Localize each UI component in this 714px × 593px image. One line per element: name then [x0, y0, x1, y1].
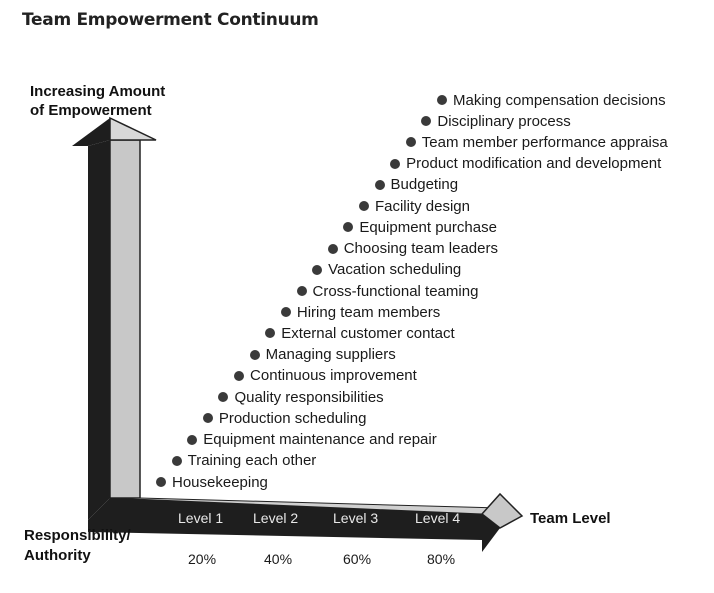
- vertical-arrow-light-face: [109, 139, 141, 499]
- empowerment-item-label: Vacation scheduling: [328, 261, 462, 279]
- bullet-dot-icon: [171, 455, 182, 466]
- level-3-label: Level 3: [333, 510, 379, 526]
- empowerment-item: Equipment maintenance and repair: [187, 430, 437, 450]
- empowerment-item: Hiring team members: [280, 302, 441, 322]
- bullet-dot-icon: [390, 158, 401, 169]
- empowerment-item: Team member performance appraisa: [405, 132, 668, 152]
- empowerment-item-label: Continuous improvement: [250, 367, 417, 385]
- empowerment-item-label: Cross-functional teaming: [312, 282, 479, 300]
- empowerment-item: Quality responsibilities: [218, 387, 384, 407]
- level-1-label: Level 1: [178, 510, 224, 526]
- empowerment-item-label: Hiring team members: [296, 303, 441, 321]
- y-axis-label: Increasing Amount of Empowerment: [30, 82, 165, 120]
- y-axis-label-line1: Increasing Amount: [30, 83, 166, 100]
- empowerment-item-label: Product modification and development: [406, 155, 662, 173]
- horizontal-arrowhead-dark: [482, 514, 500, 552]
- bullet-dot-icon: [374, 179, 385, 190]
- bullet-dot-icon: [187, 434, 198, 445]
- percent-60: 60%: [343, 551, 372, 567]
- percent-80: 80%: [427, 551, 456, 567]
- empowerment-item: Continuous improvement: [234, 366, 417, 386]
- empowerment-item-label: Managing suppliers: [265, 346, 396, 364]
- empowerment-item: Production scheduling: [202, 408, 367, 428]
- empowerment-item: Facility design: [358, 196, 470, 216]
- empowerment-item-label: External customer contact: [281, 324, 455, 342]
- empowerment-item: Making compensation decisions: [437, 90, 666, 110]
- empowerment-item-label: Facility design: [374, 197, 470, 215]
- vertical-arrowhead-dark: [72, 118, 110, 146]
- x-axis-label-line1: Responsibility/: [24, 527, 131, 544]
- empowerment-item: Equipment purchase: [343, 217, 497, 237]
- bullet-dot-icon: [218, 392, 229, 403]
- empowerment-item-label: Training each other: [187, 452, 317, 470]
- bullet-dot-icon: [202, 413, 213, 424]
- empowerment-item-label: Equipment purchase: [359, 218, 497, 236]
- empowerment-item: Budgeting: [374, 175, 459, 195]
- percent-40: 40%: [264, 551, 293, 567]
- horizontal-arrowhead-light: [480, 492, 524, 529]
- empowerment-item: Product modification and development: [390, 154, 661, 174]
- bullet-dot-icon: [249, 349, 260, 360]
- bullet-dot-icon: [265, 328, 276, 339]
- empowerment-item: Vacation scheduling: [312, 260, 461, 280]
- empowerment-item: Choosing team leaders: [327, 239, 498, 259]
- level-4-label: Level 4: [415, 510, 461, 526]
- percent-20: 20%: [188, 551, 217, 567]
- empowerment-item-label: Housekeeping: [172, 473, 268, 491]
- level-2-label: Level 2: [253, 510, 299, 526]
- bullet-dot-icon: [405, 137, 416, 148]
- empowerment-item-label: Budgeting: [390, 176, 459, 194]
- empowerment-item-label: Quality responsibilities: [234, 388, 384, 406]
- vertical-arrow-dark-face: [88, 140, 110, 520]
- x-axis-label: Responsibility/ Authority: [24, 526, 131, 566]
- empowerment-item: Housekeeping: [156, 472, 268, 492]
- bullet-dot-icon: [327, 243, 338, 254]
- empowerment-item-label: Making compensation decisions: [453, 91, 666, 109]
- bullet-dot-icon: [437, 95, 447, 105]
- bullet-dot-icon: [421, 116, 432, 127]
- empowerment-item: External customer contact: [265, 323, 455, 343]
- empowerment-item: Managing suppliers: [249, 345, 396, 365]
- bullet-dot-icon: [156, 477, 166, 487]
- empowerment-item-label: Choosing team leaders: [343, 240, 498, 258]
- bullet-dot-icon: [343, 222, 354, 233]
- team-level-label: Team Level: [530, 510, 611, 527]
- bullet-dot-icon: [234, 370, 245, 381]
- x-axis-label-line2: Authority: [24, 547, 91, 564]
- bullet-dot-icon: [312, 264, 323, 275]
- empowerment-item-label: Disciplinary process: [437, 112, 571, 130]
- bullet-dot-icon: [280, 307, 291, 318]
- empowerment-item-label: Team member performance appraisa: [421, 133, 668, 151]
- y-axis-label-line2: of Empowerment: [30, 102, 152, 119]
- bullet-dot-icon: [296, 286, 307, 296]
- empowerment-item-label: Production scheduling: [218, 409, 367, 427]
- vertical-arrowhead-light: [109, 116, 157, 141]
- bullet-dot-icon: [358, 201, 369, 212]
- horizontal-arrow-dark-face: [88, 498, 482, 540]
- empowerment-item: Training each other: [171, 451, 317, 471]
- empowerment-item-label: Equipment maintenance and repair: [203, 431, 437, 449]
- empowerment-item: Cross-functional teaming: [296, 281, 479, 301]
- diagram-title: Team Empowerment Continuum: [22, 10, 319, 30]
- empowerment-item: Disciplinary process: [421, 111, 571, 131]
